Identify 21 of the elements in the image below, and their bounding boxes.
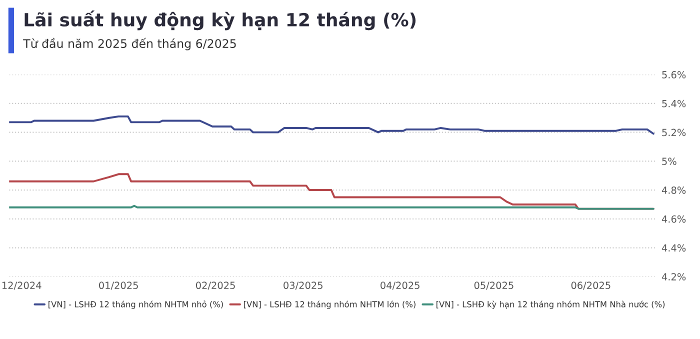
x-tick-label: 06/2025 — [571, 282, 610, 290]
y-tick-label: 5% — [662, 158, 676, 165]
y-tick-label: 5.6% — [662, 71, 686, 78]
x-tick-label: 01/2025 — [99, 282, 138, 290]
y-tick-label: 4.6% — [662, 215, 686, 223]
y-tick-label: 4.8% — [662, 186, 686, 194]
x-tick-label: 02/2025 — [196, 282, 235, 290]
y-tick-label: 4.2% — [662, 273, 686, 280]
legend-label: [VN] - LSHĐ 12 tháng nhóm NHTM lớn (%) — [244, 300, 416, 309]
legend-label: [VN] - LSHĐ 12 tháng nhóm NHTM nhỏ (%) — [48, 300, 223, 309]
chart-title: Lãi suất huy động kỳ hạn 12 tháng (%) — [24, 10, 416, 30]
y-tick-label: 5.4% — [662, 100, 686, 108]
x-tick-label: 04/2025 — [380, 282, 420, 290]
x-tick-label: 12/2024 — [2, 282, 42, 290]
x-tick-label: 03/2025 — [284, 282, 322, 290]
y-tick-label: 4.4% — [662, 244, 686, 252]
x-tick-label: 05/2025 — [474, 282, 514, 290]
line-series — [9, 115, 654, 135]
legend-label: [VN] - LSHĐ kỳ hạn 12 tháng nhóm NHTM Nhà nước (%) — [436, 300, 665, 309]
chart-subtitle: Từ đầu năm 2025 đến tháng 6/2025 — [23, 38, 236, 50]
y-tick-label: 5.2% — [662, 128, 686, 136]
